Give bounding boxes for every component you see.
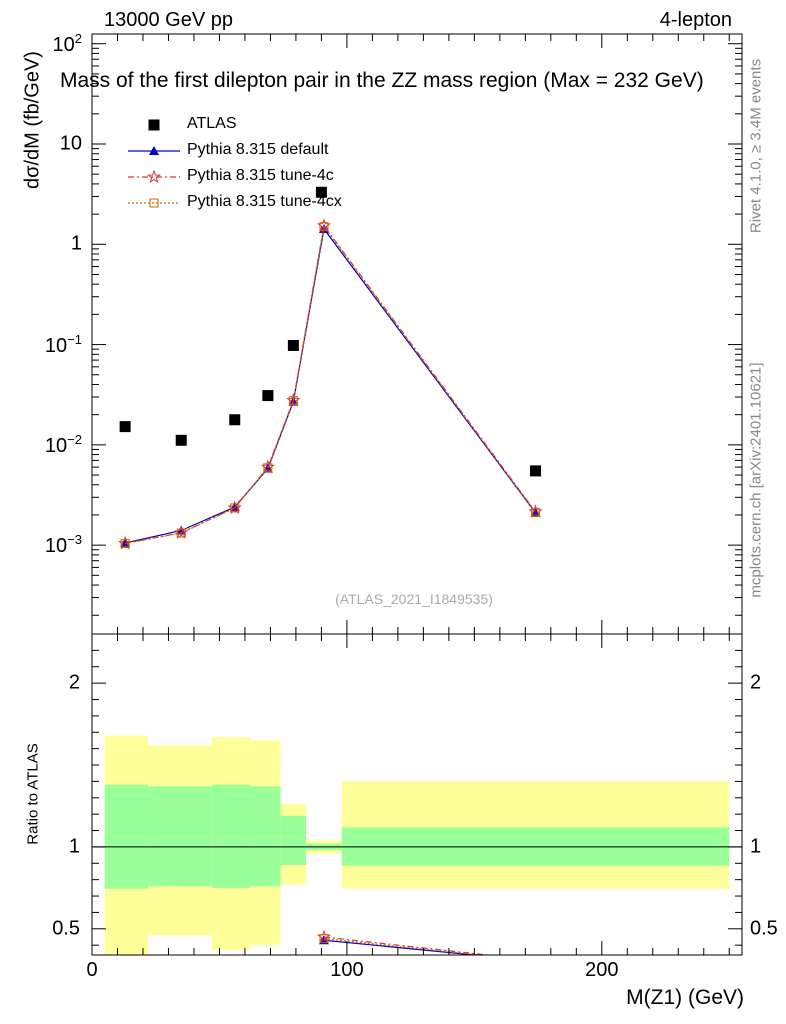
band-inner-4 <box>280 815 307 865</box>
point-tune4cx <box>230 503 240 513</box>
axis-frames <box>91 33 743 956</box>
data-points <box>119 186 542 477</box>
point-default <box>176 525 187 535</box>
ratio-tick-label: 0.5 <box>52 917 80 940</box>
y-axis-title: dσ/dM (fb/GeV) <box>21 51 44 189</box>
y-tick-label: 10−2 <box>44 432 82 457</box>
legend-label-default: Pythia 8.315 default <box>187 141 329 158</box>
band-inner-3 <box>250 786 281 887</box>
data-point <box>315 186 327 198</box>
data-point <box>175 434 187 446</box>
data-point <box>119 421 131 433</box>
y-tick-label: 10−1 <box>44 331 82 357</box>
ratio-frame <box>91 633 743 956</box>
legend-marker-tune4cx <box>149 198 159 208</box>
data-point <box>287 339 299 351</box>
legend-marker-data <box>148 119 160 131</box>
plot-title: Mass of the first dilepton pair in the Z… <box>60 69 704 92</box>
data-point <box>229 414 241 426</box>
analysis-watermark: (ATLAS_2021_I1849535) <box>335 591 493 607</box>
point-tune4cx <box>176 528 186 538</box>
line-default <box>125 227 537 544</box>
ratio-tick-label-right: 1 <box>750 835 762 858</box>
ratio-axis-title: Ratio to ATLAS <box>24 743 42 845</box>
point-tune4cx <box>120 538 130 548</box>
x-tick-label: 100 <box>330 959 364 981</box>
header-right: 4-lepton <box>659 9 732 31</box>
point-tune4cx <box>531 507 541 517</box>
x-tick-label: 200 <box>585 959 619 981</box>
ratio-tick-label-right: 0.5 <box>750 917 778 940</box>
band-inner-1 <box>148 786 212 887</box>
y-tick-label: 102 <box>52 30 82 56</box>
rivet-version: Rivet 4.1.0, ≥ 3.4M events <box>747 58 765 234</box>
point-tune4cx <box>288 396 298 406</box>
mcplots-credit: mcplots.cern.ch [arXiv:2401.10621] <box>747 362 765 598</box>
y-tick-label: 10−3 <box>44 532 82 557</box>
line-tune4cx <box>125 225 537 545</box>
y-tick-label: 10 <box>59 132 82 155</box>
data-point <box>530 465 542 477</box>
y-tick-label: 1 <box>70 232 82 255</box>
band-inner-2 <box>211 784 251 888</box>
x-axis-title: M(Z1) (GeV) <box>626 986 744 1009</box>
legend-label-tune4c: Pythia 8.315 tune-4c <box>187 167 334 184</box>
line-tune4c <box>125 224 537 545</box>
legend-markers <box>128 119 180 208</box>
header-left: 13000 GeV pp <box>104 9 233 31</box>
ratio-tick-label: 2 <box>68 671 80 694</box>
ratio-marker-tune4cx <box>319 934 329 944</box>
ratio-bands <box>104 735 730 955</box>
ratio-tick-label: 1 <box>68 835 80 858</box>
ratio-line-tune4c <box>323 936 488 956</box>
legend-label-data: ATLAS <box>187 115 237 132</box>
point-tune4cx <box>319 222 329 232</box>
legend-marker-tune4c <box>146 169 162 184</box>
mc-curves <box>118 218 543 550</box>
legend-label-tune4cx: Pythia 8.315 tune-4cx <box>187 193 342 210</box>
ratio-curves <box>316 929 488 956</box>
point-tune4cx <box>263 463 273 473</box>
data-point <box>262 390 274 402</box>
ratio-tick-label-right: 2 <box>750 671 762 694</box>
x-tick-label: 0 <box>86 959 98 981</box>
legend-marker-default <box>149 146 159 155</box>
band-inner-0 <box>104 784 149 889</box>
